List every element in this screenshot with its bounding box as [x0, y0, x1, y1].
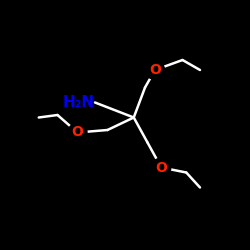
Circle shape — [152, 158, 171, 177]
Circle shape — [68, 123, 87, 142]
Text: O: O — [155, 160, 167, 174]
Text: H₂N: H₂N — [63, 95, 95, 110]
Text: O: O — [149, 63, 161, 77]
Text: O: O — [72, 126, 84, 140]
Circle shape — [146, 60, 165, 80]
